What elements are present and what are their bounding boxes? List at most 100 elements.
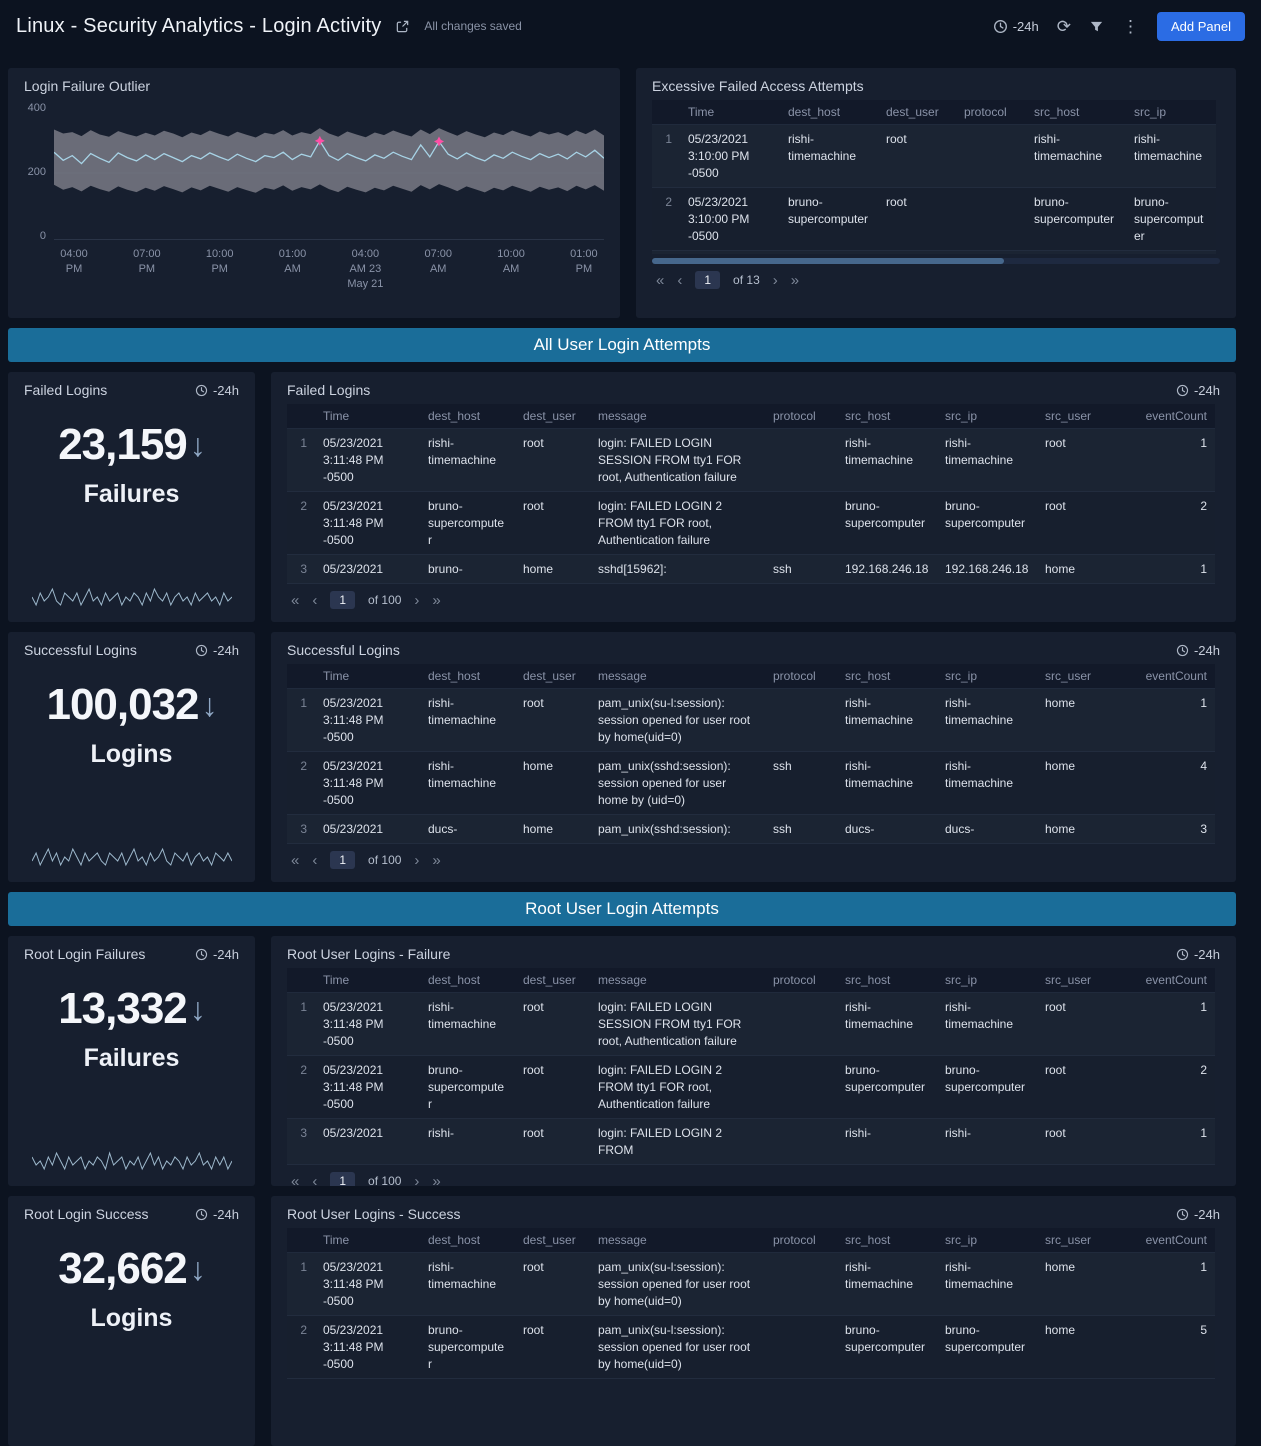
- column-header[interactable]: dest_host: [420, 664, 515, 689]
- column-header[interactable]: Time: [315, 1228, 420, 1253]
- table-row[interactable]: 2 05/23/2021 3:11:48 PM -0500 bruno-superc…: [287, 491, 1215, 555]
- panel-time-range[interactable]: -24h: [195, 947, 239, 962]
- column-header[interactable]: src_ip: [937, 404, 1037, 429]
- column-header[interactable]: message: [590, 968, 765, 993]
- panel-time-range[interactable]: -24h: [1176, 947, 1220, 962]
- table-row[interactable]: 1 05/23/2021 3:11:48 PM -0500 rishi-timema…: [287, 992, 1215, 1056]
- table-row[interactable]: 3 05/23/2021 rishi-root login: FAILED LOGIN…: [287, 1118, 1215, 1165]
- column-header[interactable]: Time: [315, 664, 420, 689]
- column-header[interactable]: src_host: [1026, 100, 1126, 125]
- column-header[interactable]: message: [590, 664, 765, 689]
- column-header[interactable]: protocol: [956, 100, 1026, 125]
- last-page-button[interactable]: »: [432, 851, 441, 869]
- column-header[interactable]: src_user: [1037, 968, 1125, 993]
- scrollbar-thumb[interactable]: [652, 258, 1005, 264]
- column-header[interactable]: eventCount: [1125, 968, 1215, 993]
- table-row[interactable]: 1 05/23/2021 3:11:48 PM -0500 rishi-timema…: [287, 688, 1215, 752]
- table-cell: 1: [1200, 696, 1207, 710]
- table-row[interactable]: 2 05/23/2021 3:10:00 PM -0500 bruno-superc…: [652, 187, 1216, 251]
- column-header[interactable]: src_host: [837, 968, 937, 993]
- column-header[interactable]: protocol: [765, 404, 837, 429]
- refresh-icon[interactable]: ⟳: [1056, 16, 1071, 36]
- last-page-button[interactable]: »: [432, 591, 441, 609]
- row-index: 1: [300, 1260, 307, 1274]
- time-range-control[interactable]: -24h: [993, 19, 1039, 34]
- next-page-button[interactable]: ›: [414, 1172, 420, 1186]
- panel-time-range[interactable]: -24h: [195, 383, 239, 398]
- column-header[interactable]: dest_user: [515, 664, 590, 689]
- first-page-button[interactable]: «: [291, 1172, 300, 1186]
- column-header[interactable]: src_ip: [1126, 100, 1216, 125]
- column-header[interactable]: src_ip: [937, 1228, 1037, 1253]
- next-page-button[interactable]: ›: [414, 591, 420, 609]
- panel-time-range[interactable]: -24h: [1176, 383, 1220, 398]
- column-header[interactable]: src_user: [1037, 404, 1125, 429]
- last-page-button[interactable]: »: [432, 1172, 441, 1186]
- column-header[interactable]: message: [590, 404, 765, 429]
- filter-icon[interactable]: [1089, 19, 1104, 34]
- prev-page-button[interactable]: ‹: [677, 271, 683, 289]
- panel-time-range[interactable]: -24h: [195, 1207, 239, 1222]
- column-header[interactable]: Time: [680, 100, 780, 125]
- column-header[interactable]: src_host: [837, 664, 937, 689]
- prev-page-button[interactable]: ‹: [312, 591, 318, 609]
- column-header[interactable]: dest_user: [515, 404, 590, 429]
- table-row[interactable]: 1 05/23/2021 3:11:48 PM -0500 rishi-timema…: [287, 428, 1215, 492]
- column-header[interactable]: dest_user: [515, 1228, 590, 1253]
- add-panel-button[interactable]: Add Panel: [1157, 11, 1245, 41]
- column-header[interactable]: protocol: [765, 1228, 837, 1253]
- current-page[interactable]: 1: [330, 591, 356, 610]
- row-index: 1: [300, 436, 307, 450]
- column-header[interactable]: message: [590, 1228, 765, 1253]
- column-header[interactable]: Time: [315, 404, 420, 429]
- page-count: of 100: [368, 1174, 402, 1186]
- table-row[interactable]: 1 05/23/2021 3:10:00 PM -0500 rishi-timema…: [652, 124, 1216, 188]
- next-page-button[interactable]: ›: [414, 851, 420, 869]
- table-row[interactable]: 2 05/23/2021 3:11:48 PM -0500 rishi-timema…: [287, 751, 1215, 815]
- first-page-button[interactable]: «: [656, 271, 665, 289]
- current-page[interactable]: 1: [695, 271, 721, 289]
- table-row[interactable]: 3 05/23/2021 ducs-home pam_unix(sshd:sessio…: [287, 814, 1215, 844]
- table-cell: bruno-supercomputer: [945, 1323, 1026, 1355]
- current-page[interactable]: 1: [330, 851, 356, 870]
- next-page-button[interactable]: ›: [772, 271, 778, 289]
- prev-page-button[interactable]: ‹: [312, 851, 318, 869]
- table-row[interactable]: 1 05/23/2021 3:11:48 PM -0500 rishi-timema…: [287, 1252, 1215, 1316]
- kebab-menu-icon[interactable]: ⋮: [1122, 16, 1139, 36]
- column-header[interactable]: src_user: [1037, 1228, 1125, 1253]
- last-page-button[interactable]: »: [790, 271, 800, 289]
- column-header[interactable]: src_host: [837, 404, 937, 429]
- table-cell: root: [886, 195, 907, 210]
- panel-time-range[interactable]: -24h: [195, 643, 239, 658]
- current-page[interactable]: 1: [330, 1172, 356, 1186]
- first-page-button[interactable]: «: [291, 851, 300, 869]
- column-header[interactable]: dest_host: [780, 100, 878, 125]
- column-header[interactable]: dest_user: [515, 968, 590, 993]
- column-header[interactable]: dest_host: [420, 968, 515, 993]
- column-header[interactable]: protocol: [765, 968, 837, 993]
- column-header[interactable]: eventCount: [1125, 664, 1215, 689]
- clock-icon: [1176, 644, 1189, 657]
- column-header[interactable]: dest_user: [878, 100, 956, 125]
- column-header[interactable]: eventCount: [1125, 1228, 1215, 1253]
- column-header[interactable]: src_ip: [937, 968, 1037, 993]
- first-page-button[interactable]: «: [291, 591, 300, 609]
- column-header[interactable]: Time: [315, 968, 420, 993]
- share-icon[interactable]: [395, 19, 410, 34]
- row-index-header: [652, 100, 680, 125]
- column-header[interactable]: dest_host: [420, 1228, 515, 1253]
- panel-time-range[interactable]: -24h: [1176, 643, 1220, 658]
- panel-time-range[interactable]: -24h: [1176, 1207, 1220, 1222]
- table-row[interactable]: 2 05/23/2021 3:11:48 PM -0500 bruno-superc…: [287, 1315, 1215, 1379]
- column-header[interactable]: dest_host: [420, 404, 515, 429]
- column-header[interactable]: src_host: [837, 1228, 937, 1253]
- column-header[interactable]: src_user: [1037, 664, 1125, 689]
- table-row[interactable]: 3 05/23/2021 bruno-home sshd[15962]: ssh 192.…: [287, 554, 1215, 584]
- column-header[interactable]: src_ip: [937, 664, 1037, 689]
- table-cell: 05/23/2021 3:10:00 PM -0500: [688, 195, 750, 244]
- column-header[interactable]: eventCount: [1125, 404, 1215, 429]
- column-header[interactable]: protocol: [765, 664, 837, 689]
- prev-page-button[interactable]: ‹: [312, 1172, 318, 1186]
- table-row[interactable]: 2 05/23/2021 3:11:48 PM -0500 bruno-superc…: [287, 1055, 1215, 1119]
